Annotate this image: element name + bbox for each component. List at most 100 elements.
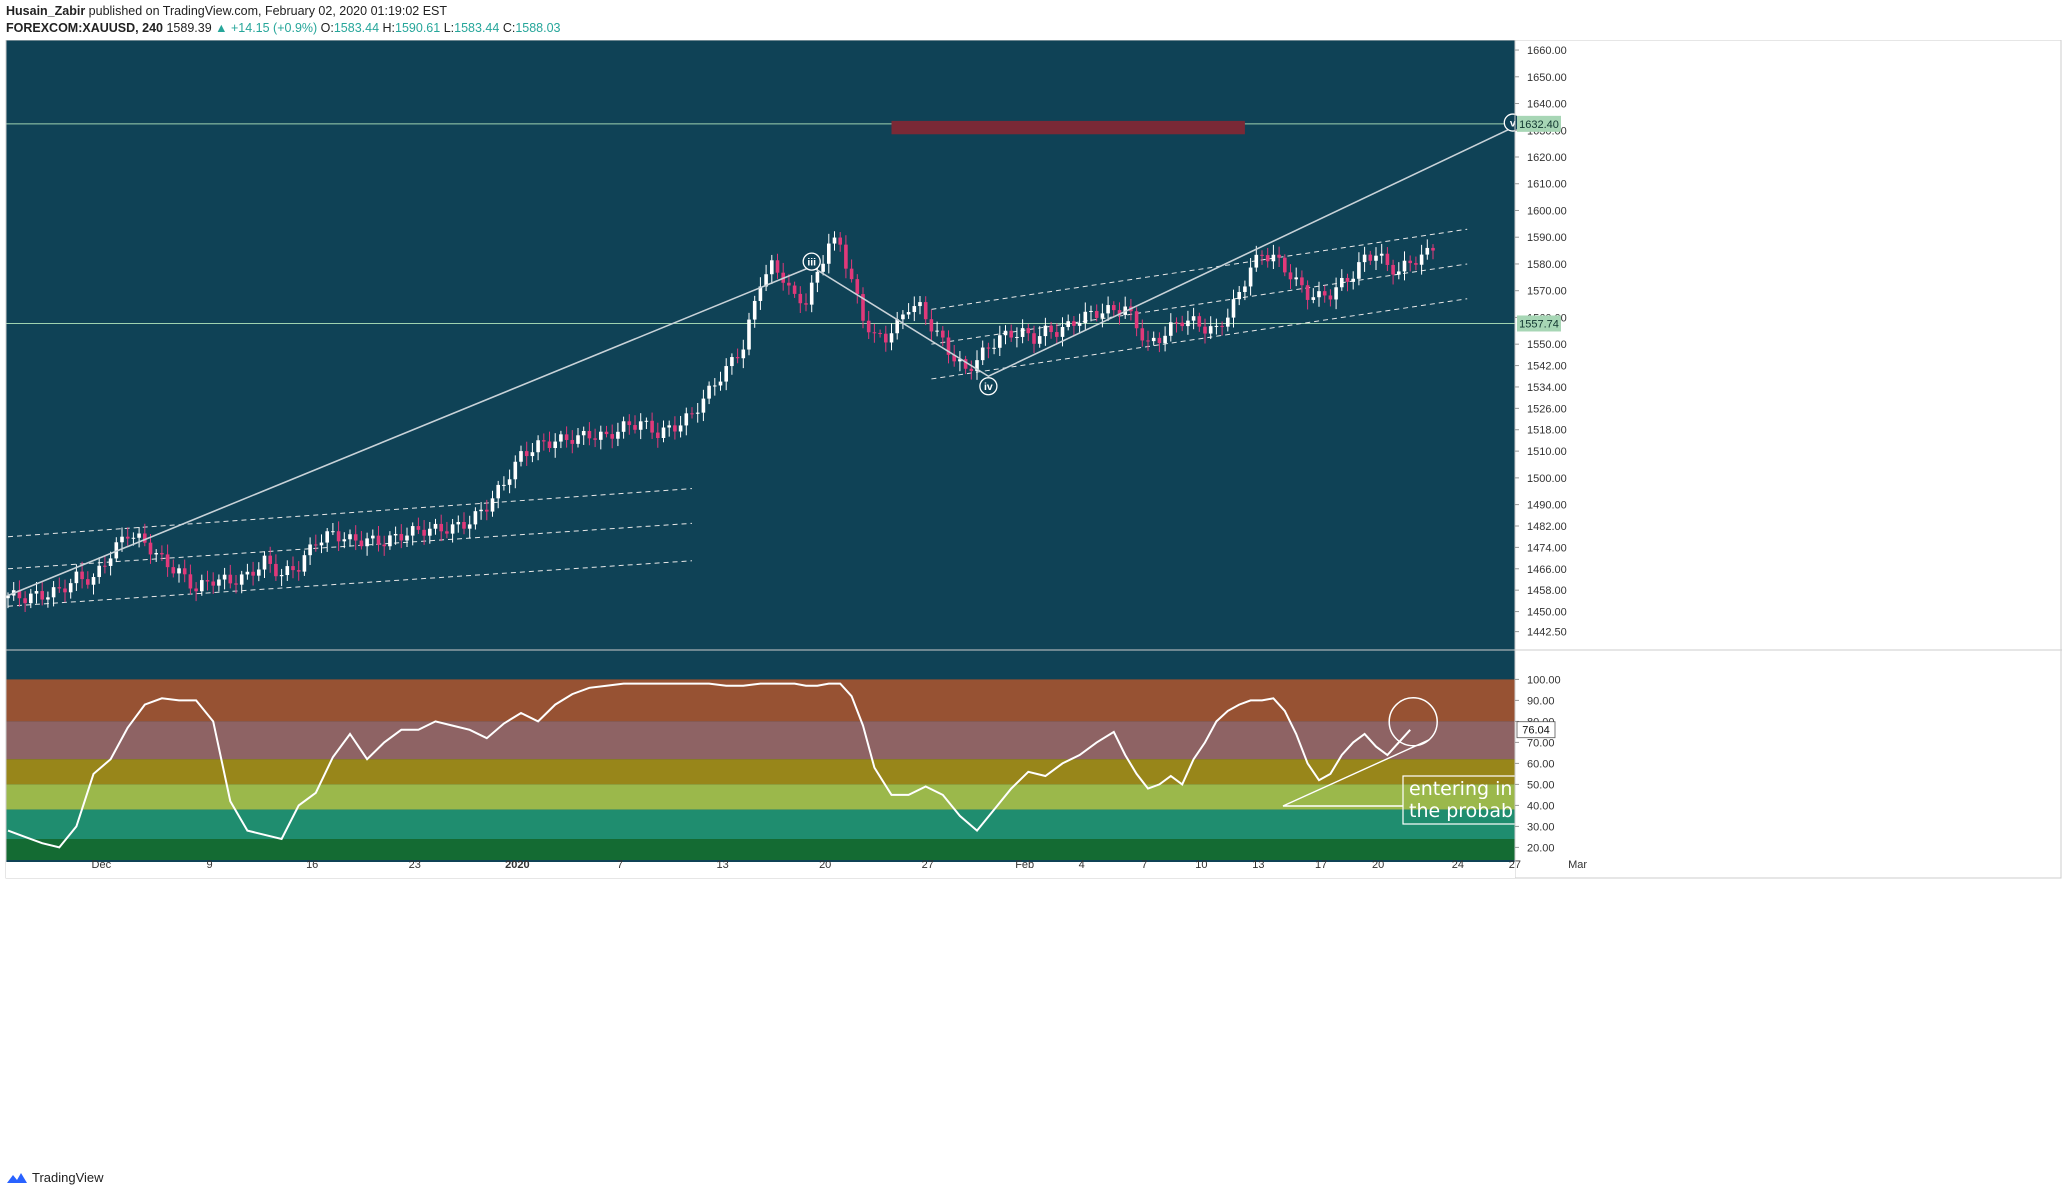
time-tick-label: 23 [409,859,421,871]
candle-body [319,542,324,546]
time-tick-label: Dec [92,859,112,871]
candle-body [1214,325,1219,327]
candle-body [661,427,666,439]
candle-body [1220,325,1224,327]
osc-tick-label: 30.00 [1527,821,1555,833]
candle-body [485,509,489,512]
candle-body [1243,286,1247,293]
candle-body [519,451,523,462]
candle-body [1305,285,1310,300]
candle-body [450,524,455,534]
candle-body [764,274,768,287]
candle-body [889,333,894,343]
candle-body [1397,271,1401,275]
candle-body [923,302,928,320]
wave-label-v: v [1510,117,1516,129]
candle-body [986,347,991,349]
candle-body [1379,253,1384,256]
candle-body [502,484,506,486]
time-tick-label: 24 [1452,859,1464,871]
candle-body [844,244,848,269]
candle-body [479,509,483,512]
candle-body [103,565,107,567]
candle-body [1351,278,1355,282]
candle-body [490,498,495,512]
wave-line [7,126,1514,597]
price-label: 1632.40 [1519,119,1559,131]
tradingview-logo-icon [7,1172,27,1183]
candle-body [296,570,301,572]
chart-canvas[interactable]: iii iv v entering in red zone increasesthe… [0,40,2062,1164]
candle-body [849,268,854,280]
annotation-connector [1282,739,1430,807]
candle-body [884,333,888,343]
candle-body [1163,335,1167,344]
price-tick-label: 1570.00 [1527,286,1567,298]
time-tick-label: 16 [306,859,318,871]
candle-body [1260,254,1264,256]
candle-body [747,319,751,350]
price-tick-label: 1450.00 [1527,607,1567,619]
symbol-info: FOREXCOM:XAUUSD, 240 1589.39 ▲ +14.15 (+… [6,21,561,35]
candle-body [68,583,73,593]
candle-body [827,243,831,264]
candle-body [1362,254,1367,263]
candle-body [1072,321,1076,326]
candle-body [735,357,740,359]
candle-body [1277,254,1281,258]
candle-body [1049,325,1053,333]
candle-body [861,294,865,321]
candle-body [855,279,860,295]
oscillator-band [6,759,1515,785]
osc-tick-label: 60.00 [1527,758,1555,770]
candle-body [171,567,176,574]
candle-body [200,580,204,592]
brand-name[interactable]: TradingView [32,1170,104,1185]
author-name[interactable]: Husain_Zabir [6,4,86,18]
low-label: L: [443,21,455,35]
candle-body [382,544,386,547]
candle-body [473,511,478,525]
candle-body [365,538,369,547]
candle-body [1294,277,1298,280]
candle-body [1414,263,1418,265]
candle-body [1197,316,1202,327]
candle-body [1066,321,1070,327]
candle-body [838,237,842,245]
candle-body [616,431,620,439]
candle-body [405,535,409,541]
time-tick-label: 27 [922,859,934,871]
price-tick-label: 1650.00 [1527,72,1567,84]
channel-line [931,298,1468,380]
candle-body [758,286,763,301]
price-tick-label: 1510.00 [1527,446,1567,458]
target-zone [891,120,1245,135]
price-tick-label: 1442.50 [1527,627,1567,639]
candle-body [137,533,141,538]
candle-body [308,544,312,556]
annotation-circle [1388,697,1438,747]
price-tick-label: 1590.00 [1527,232,1567,244]
price-tick-label: 1500.00 [1527,473,1567,485]
candle-body [1146,340,1150,342]
candle-body [929,319,934,332]
candle-body [17,590,22,599]
oscillator-band [6,721,1515,760]
candle-body [467,524,472,529]
footer: TradingView [6,1170,104,1185]
change-up-icon: ▲ [215,21,228,35]
candle-body [1112,305,1116,311]
candle-body [895,319,899,334]
symbol-name[interactable]: FOREXCOM:XAUUSD, 240 [6,21,163,35]
candle-body [553,441,557,449]
price-pane[interactable]: iii iv v [6,40,1522,644]
time-tick-label: 9 [207,859,213,871]
candle-body [667,425,671,428]
candle-body [621,421,626,432]
time-tick-label: Feb [1015,859,1034,871]
candle-body [1157,337,1162,344]
candle-body [633,425,637,430]
price-tick-label: 1550.00 [1527,339,1567,351]
candle-body [285,566,290,576]
